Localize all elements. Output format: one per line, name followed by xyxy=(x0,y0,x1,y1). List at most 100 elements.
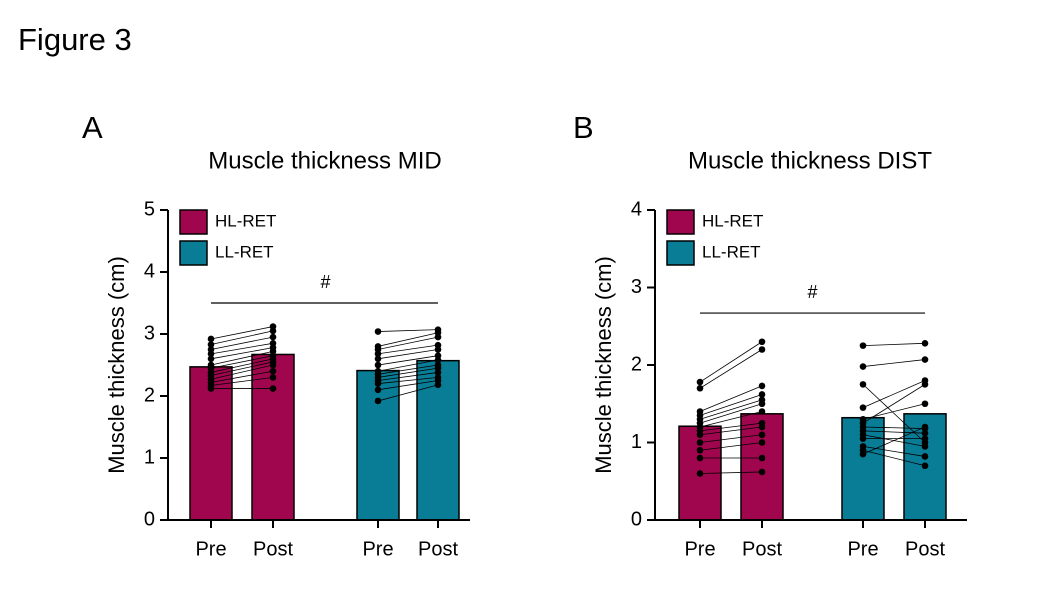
annotation: # xyxy=(320,272,330,292)
subject-point xyxy=(207,335,215,343)
subject-point xyxy=(758,408,766,415)
legend-label: LL-RET xyxy=(702,242,761,261)
bar xyxy=(356,369,400,521)
chart-title: Muscle thickness MID xyxy=(208,147,441,174)
y-tick-label: 3 xyxy=(631,276,642,298)
subject-point xyxy=(207,346,215,353)
subject-line xyxy=(210,364,274,380)
subject-line xyxy=(377,364,439,375)
subject-point xyxy=(696,378,704,386)
subject-point xyxy=(696,470,704,477)
subject-point xyxy=(696,408,704,415)
subject-line xyxy=(377,377,439,384)
subject-point xyxy=(758,468,766,476)
x-tick-label: Pre xyxy=(362,538,393,560)
subject-point xyxy=(207,361,215,369)
subject-point xyxy=(758,431,766,439)
subject-point xyxy=(207,355,215,363)
subject-point xyxy=(374,328,382,335)
subject-line xyxy=(862,449,926,467)
y-tick-label: 1 xyxy=(144,446,155,468)
subject-line xyxy=(377,344,439,355)
subject-point xyxy=(921,400,929,408)
subject-point xyxy=(758,382,766,390)
subject-line xyxy=(210,347,274,360)
subject-point xyxy=(374,355,382,363)
x-tick-label: Pre xyxy=(684,538,715,560)
subject-point xyxy=(696,454,704,462)
subject-point xyxy=(269,323,277,330)
x-tick-label: Post xyxy=(905,538,945,560)
y-tick-label: 0 xyxy=(631,508,642,530)
subject-point xyxy=(859,342,867,349)
subject-point xyxy=(269,367,277,375)
subject-line xyxy=(377,329,439,332)
chart-title: Muscle thickness DIST xyxy=(688,147,932,174)
subject-line xyxy=(862,434,926,447)
subject-point xyxy=(859,404,867,411)
subject-point xyxy=(758,346,766,353)
subject-point xyxy=(374,361,382,369)
subject-point xyxy=(434,374,442,381)
legend-label: HL-RET xyxy=(702,211,763,230)
subject-line xyxy=(210,350,274,366)
subject-line xyxy=(699,385,763,412)
subject-point xyxy=(374,386,382,394)
subject-point xyxy=(374,367,382,375)
subject-line xyxy=(210,336,274,350)
subject-line xyxy=(699,422,763,432)
subject-point xyxy=(859,363,867,370)
legend-swatch xyxy=(179,240,208,266)
subject-point xyxy=(696,446,704,454)
subject-line xyxy=(699,349,763,389)
legend-swatch xyxy=(179,209,208,235)
subject-line xyxy=(377,372,439,381)
y-tick-label: 3 xyxy=(144,322,155,344)
y-tick-label: 2 xyxy=(144,384,155,406)
subject-point xyxy=(758,391,766,398)
y-tick-label: 1 xyxy=(631,431,642,453)
legend-swatch xyxy=(666,209,695,235)
y-tick-label: 4 xyxy=(631,198,642,220)
subject-point xyxy=(921,453,929,460)
subject-line xyxy=(377,355,439,366)
subject-point xyxy=(758,338,766,346)
subject-line xyxy=(699,411,763,428)
subject-line xyxy=(699,394,763,416)
subject-point xyxy=(921,429,929,437)
y-axis-label: Muscle thickness (cm) xyxy=(104,256,129,474)
subject-line xyxy=(377,336,439,350)
legend-swatch xyxy=(666,240,695,266)
subject-line xyxy=(862,384,926,443)
subject-point xyxy=(758,396,766,404)
figure-title: Figure 3 xyxy=(18,22,132,57)
subject-point xyxy=(859,443,867,450)
subject-point xyxy=(696,439,704,446)
subject-line xyxy=(699,442,763,451)
subject-line xyxy=(699,471,763,474)
y-tick-label: 4 xyxy=(144,260,155,282)
subject-line xyxy=(210,355,274,369)
x-tick-label: Post xyxy=(253,538,293,560)
subject-point xyxy=(921,439,929,446)
x-tick-label: Pre xyxy=(195,538,226,560)
subject-line xyxy=(699,341,763,383)
subject-point xyxy=(921,462,929,470)
subject-line xyxy=(377,380,439,391)
panel-letter: A xyxy=(82,110,103,145)
subject-point xyxy=(434,326,442,333)
subject-line xyxy=(377,359,439,372)
subject-point xyxy=(758,454,766,462)
subject-line xyxy=(210,358,274,373)
x-tick-label: Post xyxy=(742,538,782,560)
legend-label: HL-RET xyxy=(215,211,276,230)
subject-point xyxy=(374,343,382,350)
subject-line xyxy=(210,330,274,345)
subject-point xyxy=(859,381,867,388)
legend-label: LL-RET xyxy=(215,242,274,261)
bar xyxy=(251,353,295,521)
subject-point xyxy=(434,352,442,360)
subject-point xyxy=(374,397,382,405)
subject-point xyxy=(921,377,929,384)
